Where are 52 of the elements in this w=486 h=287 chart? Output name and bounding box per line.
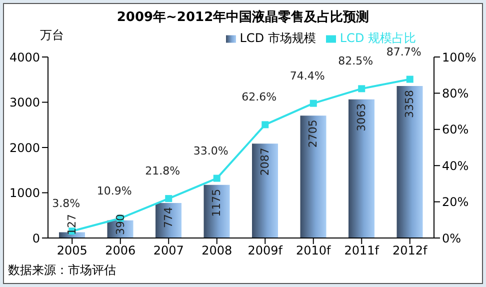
y2-tick-label: 60% xyxy=(442,122,469,137)
point xyxy=(310,100,317,107)
data-label: 2087 xyxy=(258,148,272,176)
x-tick-label: 2009f xyxy=(248,244,284,258)
data-label: 390 xyxy=(114,214,127,235)
data-label: 87.7% xyxy=(386,45,422,58)
data-label: 74.4% xyxy=(290,69,325,82)
x-tick-label: 2010f xyxy=(296,244,332,258)
y2-tick-label: 0% xyxy=(442,231,462,246)
bar xyxy=(300,116,326,238)
x-tick-label: 2011f xyxy=(344,244,380,258)
legend-label: LCD 规模占比 xyxy=(340,31,416,45)
data-label: 62.6% xyxy=(242,90,277,104)
data-label: 21.8% xyxy=(145,164,180,178)
x-tick-label: 2005 xyxy=(56,244,88,258)
x-tick-label: 2012f xyxy=(392,244,428,258)
data-label: 3358 xyxy=(403,90,416,118)
data-label: 33.0% xyxy=(193,144,228,158)
point xyxy=(213,174,220,182)
legend-label: LCD 市场规模 xyxy=(240,31,316,45)
y-tick-label: 1000 xyxy=(9,186,40,200)
point xyxy=(358,85,366,92)
y-tick-label: 0 xyxy=(32,231,40,246)
source-note: 数据来源：市场评估 xyxy=(8,262,116,279)
data-label: 774 xyxy=(162,206,175,228)
y2-tick-label: 80% xyxy=(442,86,469,100)
data-label: 3063 xyxy=(355,103,368,132)
y-axis-title: 万台 xyxy=(40,27,64,44)
data-label: 3.8% xyxy=(52,197,80,210)
data-label: 82.5% xyxy=(338,54,374,68)
data-label: 1175 xyxy=(210,188,224,217)
data-label: 127 xyxy=(66,214,78,235)
y2-tick-label: 40% xyxy=(442,158,469,173)
y-tick-label: 4000 xyxy=(9,50,40,64)
y-tick-label: 2000 xyxy=(9,140,40,155)
bar xyxy=(204,184,230,238)
x-tick-label: 2007 xyxy=(153,244,184,258)
bar xyxy=(396,86,423,238)
data-label: 10.9% xyxy=(96,184,132,198)
chart-title: 2009年~2012年中国液晶零售及占比预测 xyxy=(116,8,370,26)
point xyxy=(165,195,172,202)
point xyxy=(406,76,414,83)
x-tick-label: 2006 xyxy=(105,244,136,258)
y-tick-label: 3000 xyxy=(9,96,40,110)
y2-tick-label: 100% xyxy=(442,50,476,64)
bar xyxy=(252,144,278,238)
x-tick-label: 2008 xyxy=(202,244,232,258)
y2-tick-label: 20% xyxy=(442,195,469,210)
point xyxy=(262,121,269,128)
data-label: 2705 xyxy=(306,120,320,148)
bar xyxy=(348,99,374,238)
bar xyxy=(156,202,182,238)
